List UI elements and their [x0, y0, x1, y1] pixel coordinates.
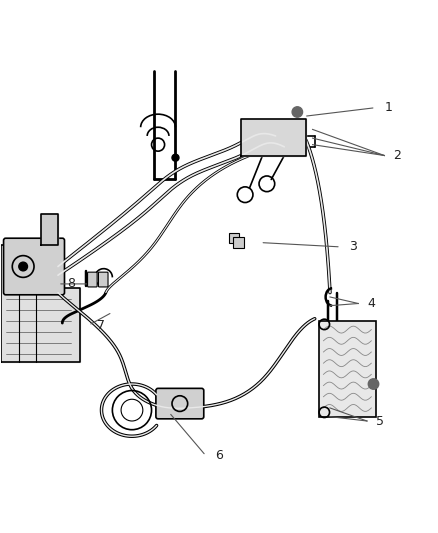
Text: 1: 1	[385, 101, 392, 114]
Text: 6: 6	[215, 449, 223, 462]
Circle shape	[172, 154, 179, 161]
FancyBboxPatch shape	[88, 272, 97, 287]
Circle shape	[368, 379, 379, 389]
FancyBboxPatch shape	[233, 237, 244, 248]
FancyBboxPatch shape	[99, 272, 108, 287]
Polygon shape	[1, 245, 80, 362]
Polygon shape	[41, 214, 58, 245]
Text: 7: 7	[97, 319, 105, 332]
FancyBboxPatch shape	[229, 233, 240, 244]
FancyBboxPatch shape	[156, 389, 204, 419]
Text: 5: 5	[376, 415, 384, 427]
Text: 8: 8	[67, 277, 74, 290]
Text: 2: 2	[393, 149, 401, 162]
FancyBboxPatch shape	[319, 321, 376, 417]
Polygon shape	[241, 118, 306, 156]
Circle shape	[19, 262, 28, 271]
Circle shape	[292, 107, 303, 117]
Text: 3: 3	[350, 240, 357, 253]
Text: 4: 4	[367, 297, 375, 310]
FancyBboxPatch shape	[4, 238, 64, 295]
